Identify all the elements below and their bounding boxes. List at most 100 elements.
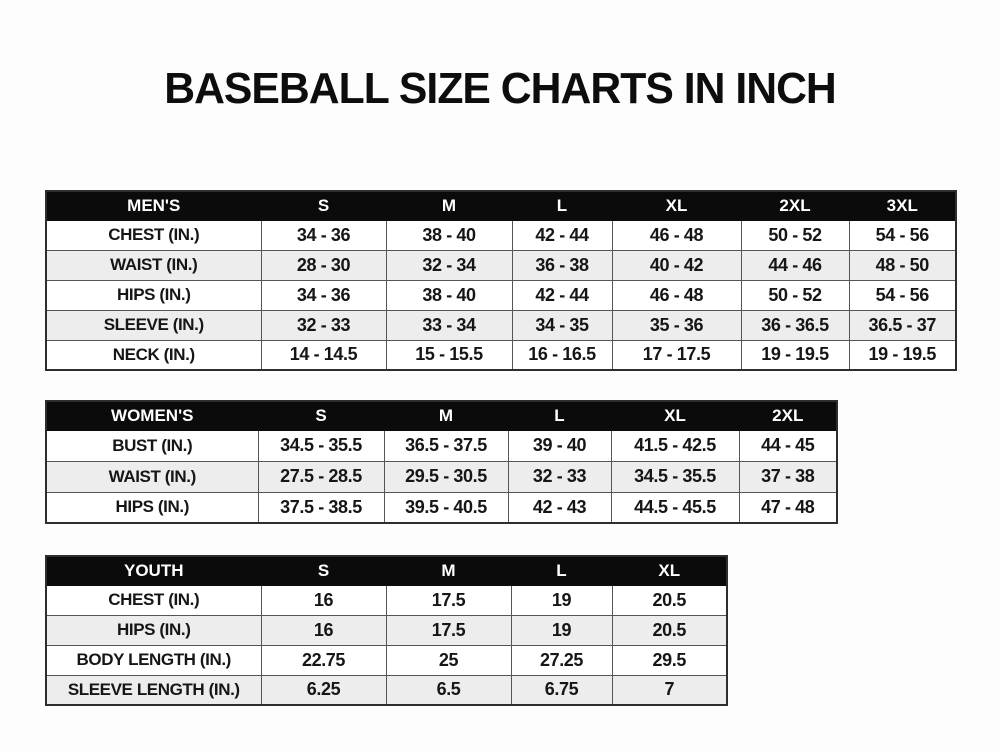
mens-size-header-s: S	[260, 190, 387, 221]
row-label: SLEEVE LENGTH (IN.)	[45, 674, 262, 706]
womens-size-header-s: S	[257, 400, 385, 431]
size-value-cell: 54 - 56	[848, 219, 957, 251]
page-title: BASEBALL SIZE CHARTS IN INCH	[164, 64, 837, 113]
size-value-cell: 47 - 48	[738, 491, 838, 524]
mens-size-table: MEN'S S M L XL 2XL 3XL CHEST (IN.) 34 - 36 38 - 4…	[45, 190, 957, 371]
size-value-cell: 25	[385, 644, 512, 676]
size-value-cell: 36.5 - 37.5	[383, 429, 509, 462]
size-value-cell: 36 - 36.5	[740, 309, 850, 341]
youth-size-header-l: L	[510, 555, 613, 586]
size-value-cell: 44.5 - 45.5	[610, 491, 740, 524]
size-value-cell: 15 - 15.5	[385, 339, 513, 371]
mens-size-header-m: M	[385, 190, 513, 221]
youth-table-row: SLEEVE LENGTH (IN.) 6.25 6.5 6.75 7	[45, 674, 728, 706]
size-value-cell: 44 - 46	[740, 249, 850, 281]
size-value-cell: 32 - 34	[385, 249, 513, 281]
size-value-cell: 29.5	[611, 644, 728, 676]
size-value-cell: 17.5	[385, 584, 512, 616]
row-label: BODY LENGTH (IN.)	[45, 644, 262, 676]
youth-size-header-m: M	[385, 555, 512, 586]
size-value-cell: 34.5 - 35.5	[610, 460, 740, 493]
mens-size-header-l: L	[511, 190, 613, 221]
size-value-cell: 54 - 56	[848, 279, 957, 311]
youth-header-row: YOUTH S M L XL	[45, 555, 728, 586]
size-value-cell: 20.5	[611, 614, 728, 646]
size-value-cell: 17.5	[385, 614, 512, 646]
size-value-cell: 33 - 34	[385, 309, 513, 341]
size-value-cell: 17 - 17.5	[611, 339, 742, 371]
mens-table-row: NECK (IN.) 14 - 14.5 15 - 15.5 16 - 16.5 17 …	[45, 339, 957, 371]
size-value-cell: 20.5	[611, 584, 728, 616]
size-value-cell: 35 - 36	[611, 309, 742, 341]
youth-table-row: HIPS (IN.) 16 17.5 19 20.5	[45, 614, 728, 646]
row-label: HIPS (IN.)	[45, 614, 262, 646]
row-label: HIPS (IN.)	[45, 279, 262, 311]
youth-table-row: BODY LENGTH (IN.) 22.75 25 27.25 29.5	[45, 644, 728, 676]
size-value-cell: 42 - 44	[511, 279, 613, 311]
size-value-cell: 19	[510, 584, 613, 616]
womens-header-row: WOMEN'S S M L XL 2XL	[45, 400, 838, 431]
size-value-cell: 6.75	[510, 674, 613, 706]
womens-table-row: HIPS (IN.) 37.5 - 38.5 39.5 - 40.5 42 - 43 4…	[45, 491, 838, 524]
mens-table-row: CHEST (IN.) 34 - 36 38 - 40 42 - 44 46 - 48 5…	[45, 219, 957, 251]
womens-group-label: WOMEN'S	[45, 400, 259, 431]
row-label: NECK (IN.)	[45, 339, 262, 371]
mens-size-header-xl: XL	[611, 190, 742, 221]
size-value-cell: 50 - 52	[740, 279, 850, 311]
size-value-cell: 37.5 - 38.5	[257, 491, 385, 524]
youth-group-label: YOUTH	[45, 555, 262, 586]
size-value-cell: 19 - 19.5	[740, 339, 850, 371]
mens-table-row: HIPS (IN.) 34 - 36 38 - 40 42 - 44 46 - 48 50…	[45, 279, 957, 311]
womens-table-row: BUST (IN.) 34.5 - 35.5 36.5 - 37.5 39 - 40 4…	[45, 429, 838, 462]
size-value-cell: 42 - 43	[507, 491, 612, 524]
size-value-cell: 38 - 40	[385, 219, 513, 251]
womens-size-header-l: L	[507, 400, 612, 431]
womens-table-row: WAIST (IN.) 27.5 - 28.5 29.5 - 30.5 32 - 33…	[45, 460, 838, 493]
row-label: BUST (IN.)	[45, 429, 259, 462]
youth-size-header-xl: XL	[611, 555, 728, 586]
mens-table-row: WAIST (IN.) 28 - 30 32 - 34 36 - 38 40 - 42 4…	[45, 249, 957, 281]
size-value-cell: 41.5 - 42.5	[610, 429, 740, 462]
size-value-cell: 16	[260, 614, 387, 646]
size-value-cell: 36.5 - 37	[848, 309, 957, 341]
size-value-cell: 14 - 14.5	[260, 339, 387, 371]
size-value-cell: 46 - 48	[611, 219, 742, 251]
size-value-cell: 34 - 36	[260, 219, 387, 251]
mens-group-label: MEN'S	[45, 190, 262, 221]
size-value-cell: 40 - 42	[611, 249, 742, 281]
womens-size-header-xl: XL	[610, 400, 740, 431]
size-value-cell: 32 - 33	[260, 309, 387, 341]
size-value-cell: 34.5 - 35.5	[257, 429, 385, 462]
row-label: CHEST (IN.)	[45, 219, 262, 251]
size-value-cell: 42 - 44	[511, 219, 613, 251]
size-value-cell: 32 - 33	[507, 460, 612, 493]
womens-size-header-m: M	[383, 400, 509, 431]
row-label: CHEST (IN.)	[45, 584, 262, 616]
size-value-cell: 39 - 40	[507, 429, 612, 462]
size-value-cell: 46 - 48	[611, 279, 742, 311]
youth-size-table: YOUTH S M L XL CHEST (IN.) 16 17.5 19 20.5 HIPS (I…	[45, 555, 728, 706]
size-value-cell: 38 - 40	[385, 279, 513, 311]
size-value-cell: 29.5 - 30.5	[383, 460, 509, 493]
row-label: WAIST (IN.)	[45, 249, 262, 281]
size-value-cell: 19	[510, 614, 613, 646]
mens-table-row: SLEEVE (IN.) 32 - 33 33 - 34 34 - 35 35 - 36…	[45, 309, 957, 341]
youth-table-row: CHEST (IN.) 16 17.5 19 20.5	[45, 584, 728, 616]
size-value-cell: 27.25	[510, 644, 613, 676]
size-value-cell: 19 - 19.5	[848, 339, 957, 371]
size-value-cell: 6.5	[385, 674, 512, 706]
row-label: SLEEVE (IN.)	[45, 309, 262, 341]
size-value-cell: 7	[611, 674, 728, 706]
size-value-cell: 22.75	[260, 644, 387, 676]
size-value-cell: 6.25	[260, 674, 387, 706]
size-value-cell: 34 - 36	[260, 279, 387, 311]
size-value-cell: 34 - 35	[511, 309, 613, 341]
size-value-cell: 37 - 38	[738, 460, 838, 493]
mens-header-row: MEN'S S M L XL 2XL 3XL	[45, 190, 957, 221]
row-label: HIPS (IN.)	[45, 491, 259, 524]
youth-size-header-s: S	[260, 555, 387, 586]
size-value-cell: 16	[260, 584, 387, 616]
size-value-cell: 27.5 - 28.5	[257, 460, 385, 493]
mens-size-header-2xl: 2XL	[740, 190, 850, 221]
size-value-cell: 16 - 16.5	[511, 339, 613, 371]
